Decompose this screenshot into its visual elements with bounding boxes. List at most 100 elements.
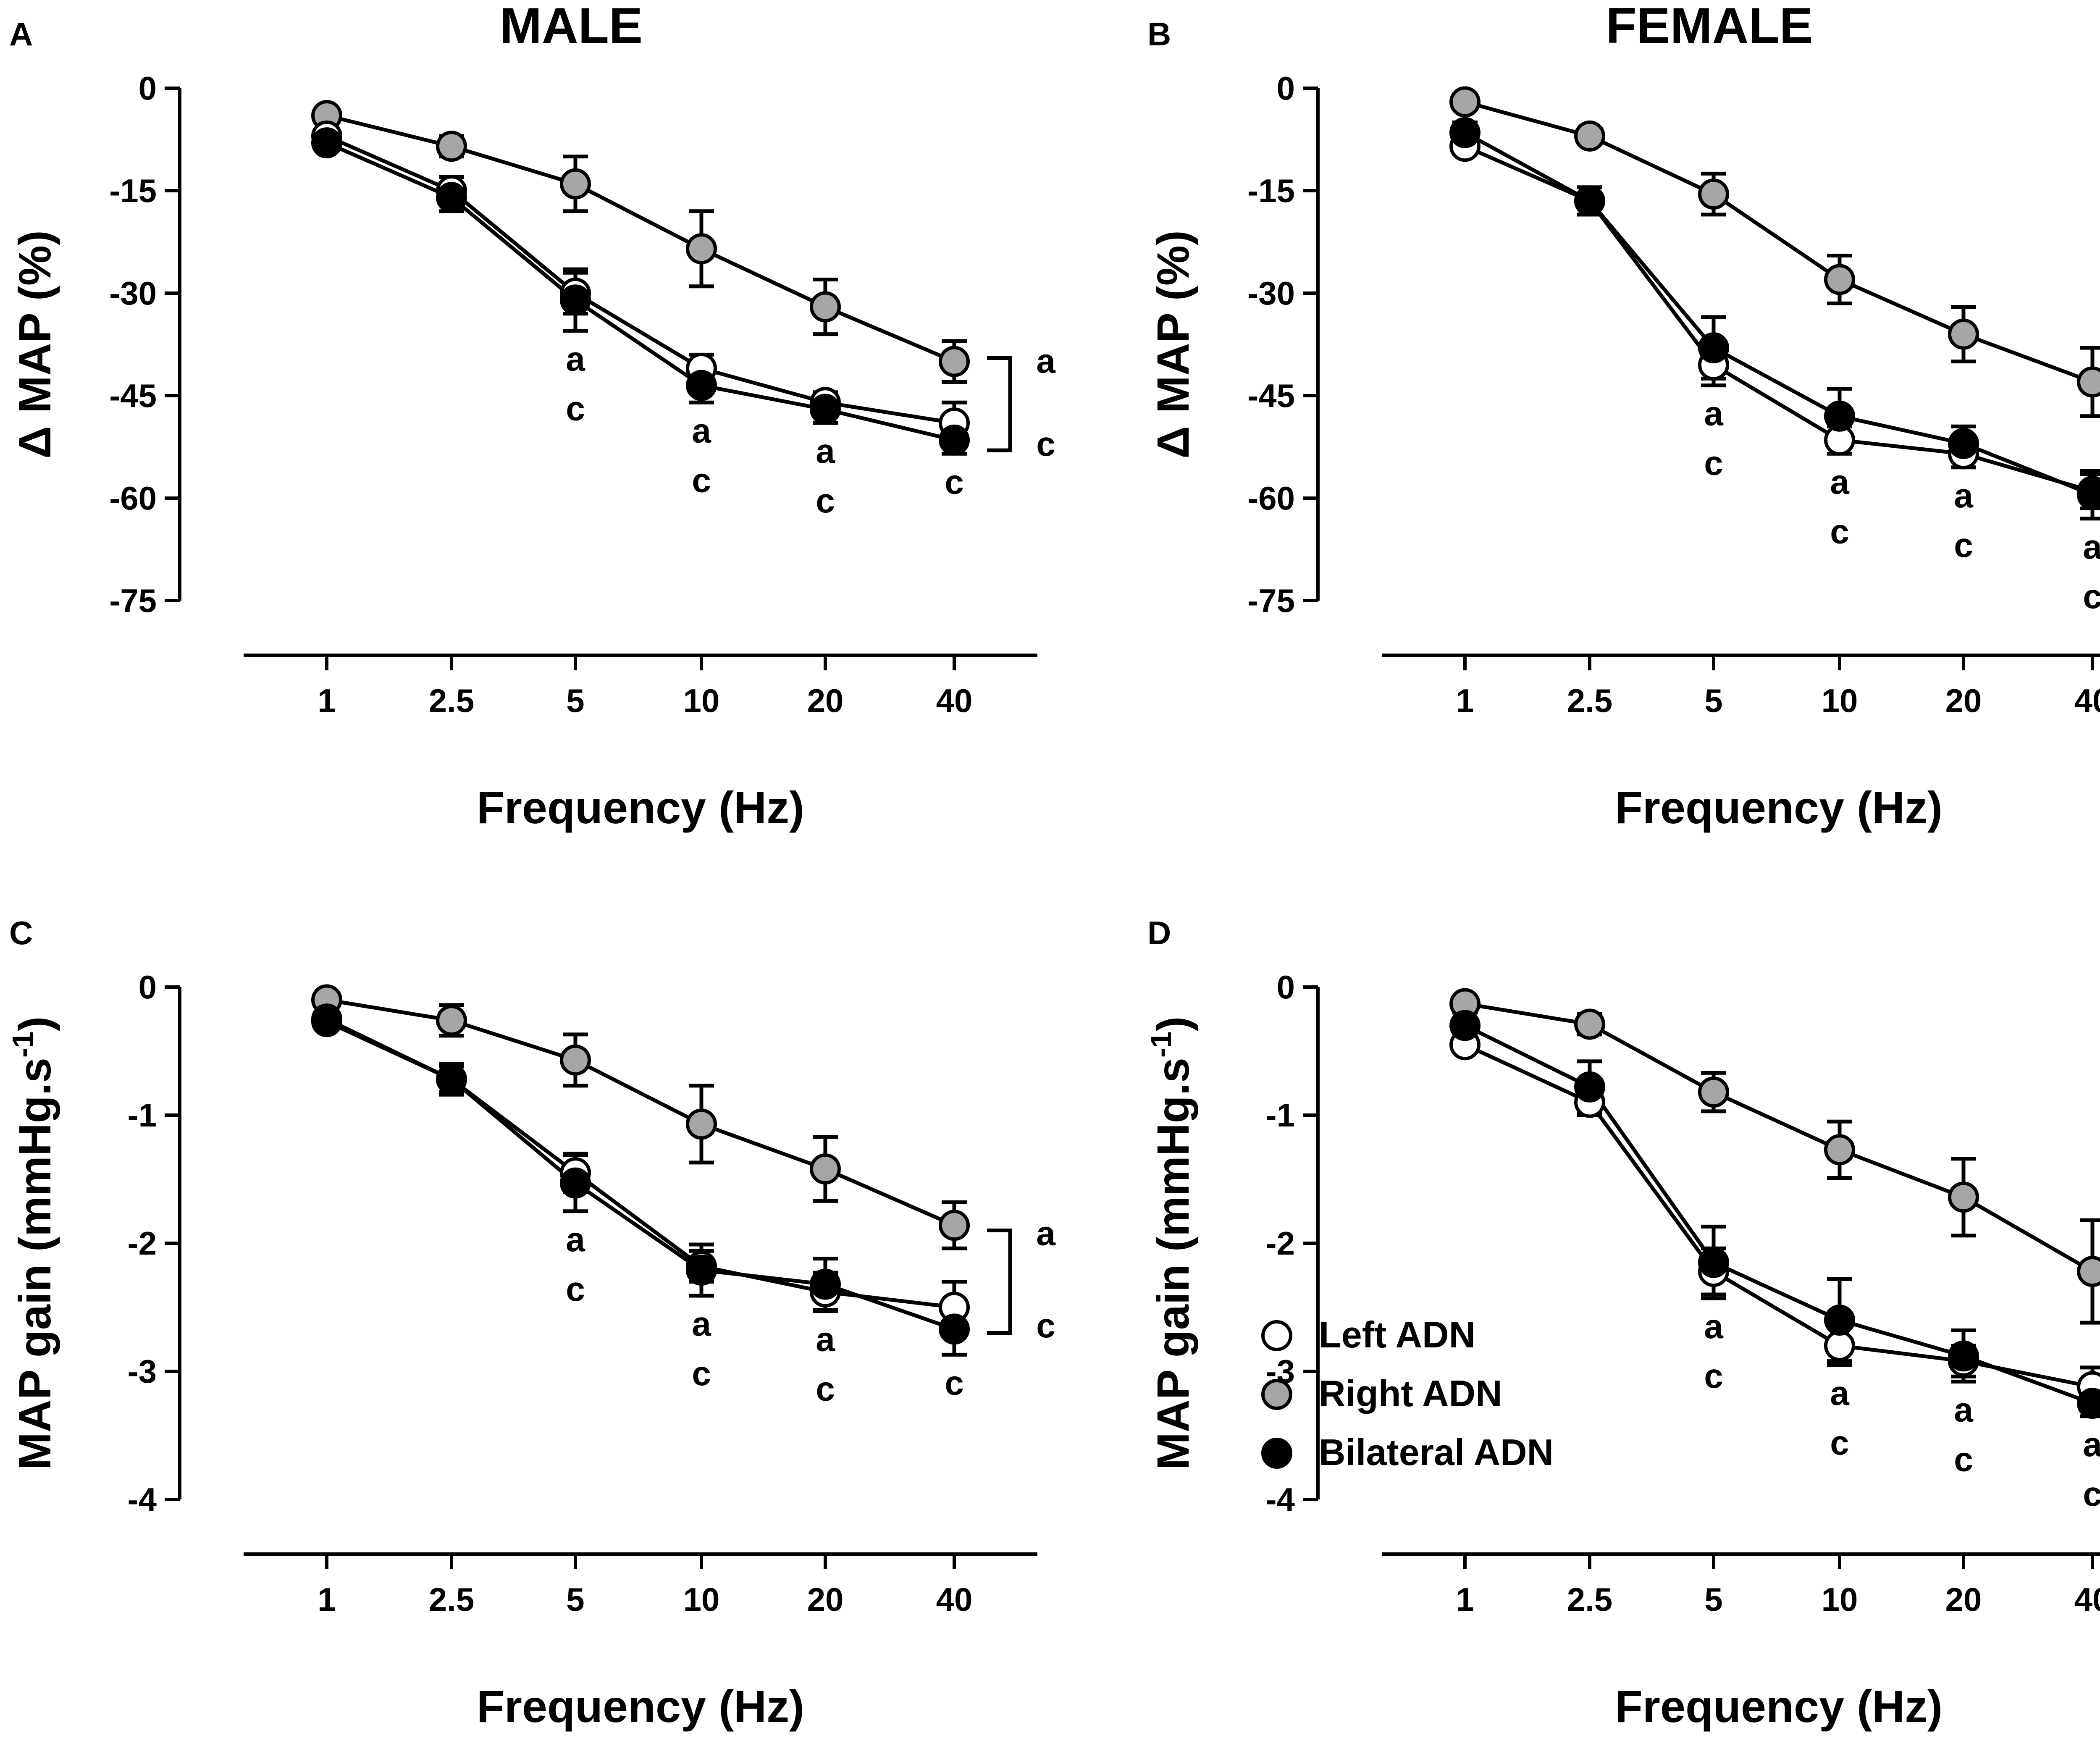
significance-label: c (1704, 444, 1723, 483)
x-tick-label: 2.5 (1567, 682, 1612, 719)
x-axis-label: Frequency (Hz) (477, 782, 804, 833)
data-point-right (560, 1044, 591, 1076)
y-tick-label: -1 (128, 1097, 157, 1134)
x-tick-label: 40 (2074, 1581, 2100, 1618)
data-point-right (686, 233, 717, 265)
y-axis-label-superscript: -1 (6, 1032, 39, 1058)
x-tick-label: 1 (318, 1581, 336, 1618)
y-axis-label-text: Δ MAP (%) (9, 230, 60, 459)
x-tick-label: 5 (1704, 1581, 1722, 1618)
data-point-bilateral (436, 1063, 467, 1095)
legend-marker-right (1261, 1379, 1292, 1410)
series-line-right (326, 113, 955, 363)
panel-label: C (9, 914, 33, 951)
data-point-bilateral (1698, 332, 1729, 364)
significance-label: a (2083, 528, 2100, 566)
x-tick-label: 10 (683, 682, 720, 719)
data-point-right (560, 168, 591, 200)
panel-label: A (9, 16, 33, 53)
bracket-label: c (1036, 425, 1055, 463)
y-tick-label: -45 (109, 377, 157, 414)
data-point-right (2077, 1256, 2100, 1287)
data-point-bilateral (1948, 1340, 1979, 1372)
significance-label: c (692, 461, 711, 499)
significance-label: a (1830, 463, 1850, 501)
legend-marker-left (1261, 1320, 1292, 1351)
data-point-right (436, 1005, 467, 1036)
x-tick-label: 20 (1945, 1581, 1982, 1618)
y-axis-label-end: ) (1147, 1016, 1198, 1032)
legend-marker-bilateral (1261, 1438, 1292, 1469)
data-point-bilateral (686, 370, 717, 401)
significance-label: a (1830, 1374, 1850, 1413)
y-tick-label: 0 (139, 969, 157, 1006)
y-tick-label: -75 (109, 582, 157, 619)
data-point-bilateral (1824, 400, 1855, 432)
chart-title: MALE (500, 0, 643, 54)
series-line-left (1464, 144, 2093, 494)
x-tick-label: 5 (1704, 682, 1722, 719)
significance-label: a (1954, 477, 1974, 515)
series-line-left (326, 1017, 955, 1309)
significance-label: c (1954, 1440, 1973, 1478)
significance-label: a (566, 340, 585, 378)
data-point-right (2077, 366, 2100, 398)
y-tick-label: -60 (1247, 480, 1295, 517)
data-point-bilateral (560, 284, 591, 316)
chart-title: FEMALE (1606, 0, 1813, 54)
y-axis-label: Δ MAP (%) (1147, 230, 1198, 459)
significance-label: a (2083, 1426, 2100, 1464)
y-tick-label: 0 (1277, 70, 1295, 107)
y-tick-label: -1 (1266, 1097, 1295, 1134)
y-tick-label: -3 (128, 1353, 157, 1390)
y-axis-label: Δ MAP (%) (9, 230, 60, 459)
x-tick-label: 10 (683, 1581, 720, 1618)
y-axis-label: MAP gain (mmHg.s-1) (6, 1016, 60, 1470)
significance-label: c (2083, 578, 2100, 616)
data-point-bilateral (1948, 428, 1979, 459)
data-point-right (436, 131, 467, 162)
significance-label: c (1830, 512, 1849, 551)
data-point-right (1698, 1076, 1729, 1108)
data-point-right (810, 1153, 841, 1185)
significance-label: a (1954, 1391, 1974, 1429)
x-tick-label: 10 (1822, 682, 1858, 719)
data-point-bilateral (311, 1006, 342, 1037)
y-tick-label: -2 (128, 1225, 157, 1262)
panel-label: B (1147, 16, 1171, 53)
data-point-right (1449, 86, 1480, 118)
bracket-label: c (1036, 1307, 1055, 1345)
data-point-bilateral (1574, 1071, 1605, 1103)
data-point-right (1948, 1182, 1979, 1213)
data-point-right (1574, 1008, 1605, 1040)
data-point-bilateral (1449, 1010, 1480, 1041)
y-axis-label-superscript: -1 (1144, 1032, 1177, 1058)
y-axis-label-text: Δ MAP (%) (1147, 230, 1198, 459)
significance-label: a (566, 1221, 585, 1259)
data-point-right (810, 291, 841, 323)
data-point-right (939, 346, 970, 377)
data-point-bilateral (560, 1167, 591, 1199)
data-point-right (1824, 264, 1855, 295)
significance-label: c (816, 1370, 835, 1408)
y-tick-label: -15 (1247, 172, 1295, 209)
x-tick-label: 40 (936, 682, 973, 719)
y-tick-label: -30 (1247, 275, 1295, 312)
x-tick-label: 40 (936, 1581, 973, 1618)
series-line-bilateral (1464, 1024, 2093, 1405)
data-point-right (1948, 318, 1979, 350)
series-line-right (1464, 100, 2093, 384)
y-tick-label: -15 (109, 172, 157, 209)
x-tick-label: 2.5 (429, 1581, 474, 1618)
series-line-bilateral (1464, 131, 2093, 497)
x-tick-label: 20 (1945, 682, 1982, 719)
data-point-bilateral (810, 1268, 841, 1300)
y-tick-label: -4 (128, 1481, 157, 1518)
x-tick-label: 2.5 (1567, 1581, 1612, 1618)
significance-label: c (566, 389, 585, 428)
data-point-right (1824, 1134, 1855, 1166)
data-point-bilateral (1574, 185, 1605, 217)
bracket-label: a (1036, 342, 1056, 381)
